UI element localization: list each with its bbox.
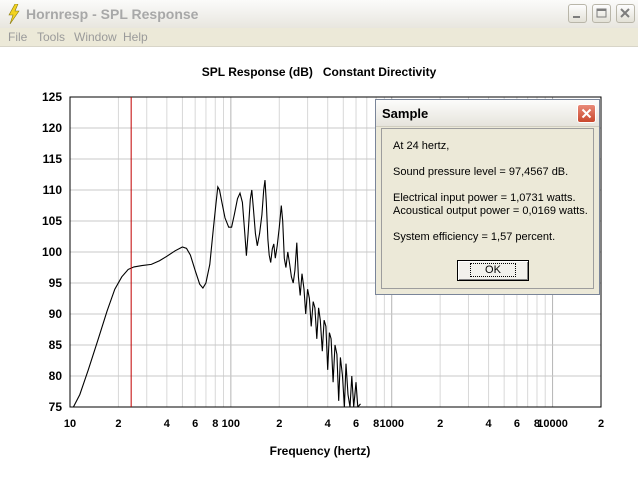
menu-tools[interactable]: Tools — [37, 30, 66, 44]
x-tick-label: 8 — [212, 418, 218, 430]
x-tick-label: 2 — [115, 418, 121, 430]
y-tick-label: 80 — [49, 369, 63, 383]
minimize-icon — [573, 16, 580, 18]
dialog-close-button[interactable] — [577, 104, 596, 123]
x-tick-label: 1000 — [379, 418, 403, 430]
x-tick-label: 10000 — [537, 418, 568, 430]
x-tick-label: 4 — [325, 418, 332, 430]
ok-label: OK — [470, 263, 516, 277]
dialog-title-bar[interactable]: Sample — [376, 100, 599, 127]
efficiency-text: System efficiency = 1,57 percent. — [393, 231, 556, 243]
x-tick-label: 4 — [486, 418, 493, 430]
y-tick-label: 115 — [43, 152, 63, 166]
minimize-button[interactable] — [568, 4, 587, 23]
menu-bar: File Tools Window Help — [0, 28, 638, 46]
input-power-text: Electrical input power = 1,0731 watts. — [393, 192, 576, 204]
close-button[interactable] — [616, 4, 635, 23]
dialog-body: At 24 hertz, Sound pressure level = 97,4… — [381, 128, 594, 289]
close-icon — [620, 8, 630, 18]
x-tick-label: 6 — [192, 418, 198, 430]
y-tick-label: 75 — [49, 400, 63, 414]
x-tick-label: 2 — [598, 418, 604, 430]
y-tick-label: 100 — [42, 245, 62, 259]
spl-text: Sound pressure level = 97,4567 dB. — [393, 166, 569, 178]
x-tick-label: 100 — [222, 418, 240, 430]
x-tick-label: 6 — [353, 418, 359, 430]
close-icon — [581, 108, 592, 119]
menu-file[interactable]: File — [8, 30, 28, 44]
menu-help[interactable]: Help — [123, 30, 148, 44]
y-tick-label: 110 — [43, 183, 63, 197]
sample-dialog: Sample At 24 hertz, Sound pressure level… — [375, 99, 600, 295]
frequency-text: At 24 hertz, — [393, 140, 450, 152]
maximize-icon — [596, 8, 607, 18]
title-bar[interactable]: Hornresp - SPL Response — [0, 0, 638, 29]
x-tick-label: 8 — [534, 418, 540, 430]
spl-response-line — [72, 180, 361, 407]
dialog-title: Sample — [382, 106, 429, 121]
x-tick-label: 4 — [164, 418, 171, 430]
y-tick-label: 85 — [49, 338, 63, 352]
x-tick-label: 10 — [64, 418, 76, 430]
y-tick-label: 105 — [42, 214, 62, 228]
plot-frame — [69, 96, 602, 408]
y-tick-label: 125 — [42, 90, 62, 104]
output-power-text: Acoustical output power = 0,0169 watts. — [393, 205, 588, 217]
chart-title: SPL Response (dB) Constant Directivity — [202, 65, 437, 79]
x-tick-label: 8 — [373, 418, 379, 430]
menu-window[interactable]: Window — [74, 30, 117, 44]
ok-button[interactable]: OK — [457, 260, 529, 281]
x-tick-label: 2 — [437, 418, 443, 430]
x-axis-label: Frequency (hertz) — [270, 444, 371, 458]
y-tick-label: 120 — [42, 121, 62, 135]
y-tick-label: 95 — [49, 276, 63, 290]
x-tick-label: 6 — [514, 418, 520, 430]
maximize-button[interactable] — [592, 4, 611, 23]
x-tick-label: 2 — [276, 418, 282, 430]
window-title: Hornresp - SPL Response — [26, 6, 199, 22]
y-tick-label: 90 — [49, 307, 63, 321]
lightning-icon — [8, 4, 20, 24]
